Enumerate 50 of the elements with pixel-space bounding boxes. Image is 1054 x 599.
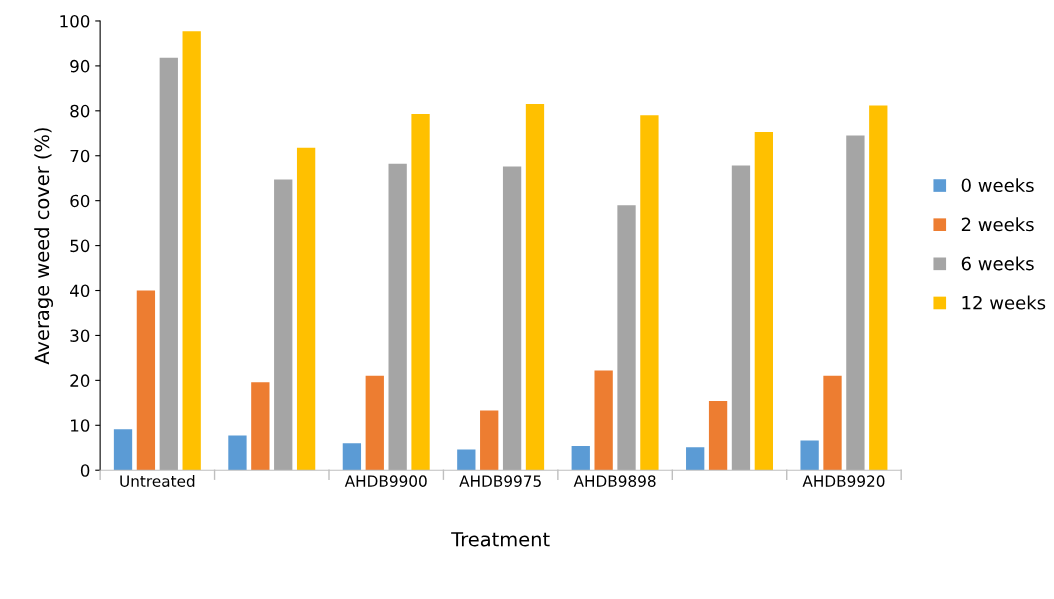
y-tick-label: 100 (60, 14, 90, 28)
bar (869, 105, 888, 471)
bar (617, 205, 636, 471)
bar (296, 147, 316, 471)
bar (365, 375, 384, 471)
x-tick-label: Untreated (120, 475, 195, 487)
x-tick-label: AHDB9900 (344, 475, 427, 487)
bar (274, 179, 293, 471)
bar (411, 113, 430, 471)
bar (502, 166, 522, 471)
y-tick-label: 10 (71, 419, 90, 432)
y-tick-label: 80 (70, 104, 90, 118)
x-tick-label: AHDB9898 (573, 475, 656, 487)
bar (388, 163, 407, 471)
bar (594, 370, 613, 471)
bar (686, 447, 705, 471)
bar (640, 115, 659, 471)
y-tick-label: 60 (70, 194, 90, 208)
y-tick-label: 40 (70, 284, 90, 298)
bar (480, 410, 499, 471)
legend-label: 6 weeks (961, 256, 1034, 271)
bar (182, 31, 201, 471)
bar (525, 104, 545, 471)
y-tick-label: 50 (70, 239, 90, 253)
bar (136, 290, 156, 471)
bar (571, 445, 590, 471)
bar (823, 375, 842, 471)
y-tick-label: 30 (70, 329, 90, 343)
legend-label: 2 weeks (961, 217, 1034, 232)
bar (731, 165, 751, 471)
y-tick-label: 0 (80, 464, 90, 477)
y-tick-label: 90 (70, 59, 90, 73)
bar (457, 449, 476, 471)
y-tick-label: 70 (70, 149, 90, 163)
x-tick-label: AHDB9975 (459, 475, 541, 487)
legend-label: 0 weeks (961, 178, 1034, 193)
y-tick-label: 20 (70, 374, 90, 387)
x-axis-title: Treatment (451, 532, 550, 547)
bar (113, 429, 133, 471)
bar (159, 57, 178, 471)
bar (342, 443, 362, 471)
bar (228, 435, 247, 471)
bar (846, 135, 865, 471)
bar (708, 401, 728, 471)
bar (251, 382, 270, 471)
legend-label: 12 weeks (962, 295, 1046, 310)
bar (800, 440, 819, 471)
bar (754, 131, 773, 471)
x-tick-label: AHDB9920 (802, 475, 885, 487)
y-axis-title: Average weed cover (%) (34, 128, 54, 365)
